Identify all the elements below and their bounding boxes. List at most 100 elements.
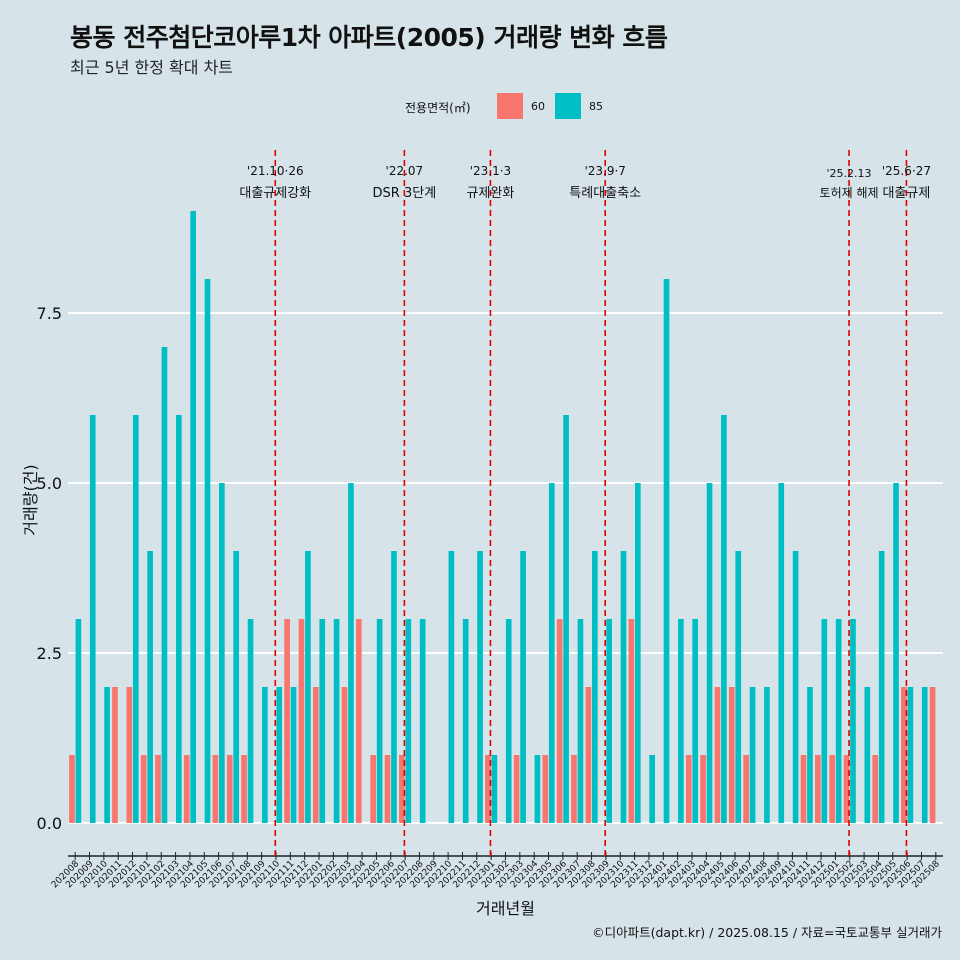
y-axis-title: 거래량(건) [21, 464, 40, 535]
bar-60-202301 [485, 755, 491, 823]
bar-60-202206 [384, 755, 391, 823]
bar-60-202101 [140, 755, 147, 823]
y-tick-label-0: 0.0 [37, 814, 62, 833]
event-date-202207: '22.07 [386, 164, 424, 178]
y-tick-label-1: 2.5 [37, 644, 62, 663]
bar-60-202205 [370, 755, 377, 823]
legend: 전용면적(㎡) 60 85 [0, 93, 960, 121]
bar-85-202205 [376, 619, 383, 823]
bar-60-202404 [700, 755, 706, 823]
bar-60-202102 [155, 755, 161, 823]
bar-85-202012 [132, 415, 139, 823]
event-date-202309: '23.9·7 [584, 164, 625, 178]
bar-85-202501 [835, 619, 842, 823]
bar-85-202207 [405, 619, 412, 823]
bar-60-202504 [872, 755, 879, 823]
bar-85-202201 [319, 619, 326, 823]
event-label-202301: 규제완화 [467, 186, 515, 201]
bar-85-202108 [247, 619, 254, 823]
bar-85-202212 [477, 551, 483, 823]
bar-85-202110 [276, 687, 283, 823]
bar-85-202203 [348, 483, 354, 823]
bar-60-202403 [685, 755, 692, 823]
bar-85-202410 [792, 551, 799, 823]
bar-85-202404 [706, 483, 713, 823]
bar-85-202507 [921, 687, 928, 823]
bar-60-202307 [571, 755, 577, 823]
bar-60-202104 [183, 755, 190, 823]
bar-85-202504 [878, 551, 885, 823]
bar-85-202502 [850, 619, 856, 823]
bar-85-202408 [764, 687, 770, 823]
bar-85-202111 [290, 687, 297, 823]
bar-60-202107 [226, 755, 233, 823]
event-label-202506: 대출규제 [883, 186, 931, 201]
bar-60-202303 [513, 755, 520, 823]
event-date-202301: '23.1·3 [470, 164, 511, 178]
bar-60-202506 [901, 687, 907, 823]
event-date-202110: '21.10·26 [247, 164, 304, 178]
legend-key-85 [555, 93, 581, 119]
bar-85-202206 [391, 551, 397, 823]
bar-85-202401 [663, 279, 670, 823]
bar-85-202303 [520, 551, 526, 823]
bar-85-202310 [620, 551, 627, 823]
bar-85-202405 [721, 415, 727, 823]
event-date-202502: '25.2.13 [827, 167, 872, 180]
bar-60-202012 [126, 687, 133, 823]
bar-85-202109 [262, 687, 268, 823]
bar-85-202301 [491, 755, 498, 823]
bar-85-202309 [606, 619, 612, 823]
bar-85-202105 [204, 279, 211, 823]
bar-60-202501 [829, 755, 836, 823]
bar-85-202104 [190, 211, 196, 823]
event-label-202110: 대출규제강화 [239, 186, 311, 201]
bar-60-202405 [714, 687, 721, 823]
bar-85-202308 [591, 551, 598, 823]
bar-85-202009 [89, 415, 96, 823]
bar-60-202204 [356, 619, 362, 823]
bar-85-202412 [821, 619, 828, 823]
bar-85-202102 [161, 347, 168, 823]
chart-title: 봉동 전주첨단코아루1차 아파트(2005) 거래량 변화 흐름 [70, 23, 668, 52]
bar-85-202304 [534, 755, 541, 823]
bar-85-202311 [634, 483, 641, 823]
bar-60-202308 [585, 687, 592, 823]
bar-85-202402 [678, 619, 684, 823]
bar-85-202112 [305, 551, 311, 823]
y-tick-label-3: 7.5 [37, 304, 62, 323]
bar-60-202502 [843, 755, 850, 823]
bar-85-202202 [333, 619, 340, 823]
bar-60-202411 [800, 755, 807, 823]
legend-label-85: 85 [589, 100, 603, 113]
bar-60-202203 [341, 687, 348, 823]
legend-label-60: 60 [531, 100, 545, 113]
bar-60-202008 [69, 755, 75, 823]
bar-85-202503 [864, 687, 871, 823]
bar-85-202506 [907, 687, 914, 823]
bar-85-202312 [649, 755, 655, 823]
chart-subtitle: 최근 5년 한정 확대 차트 [70, 58, 234, 77]
bar-85-202208 [419, 619, 426, 823]
bar-60-202311 [628, 619, 635, 823]
bar-85-202305 [548, 483, 555, 823]
bar-60-202106 [212, 755, 219, 823]
bar-85-202101 [147, 551, 153, 823]
bar-60-202108 [241, 755, 247, 823]
bar-85-202403 [692, 619, 699, 823]
bar-85-202106 [219, 483, 225, 823]
legend-title: 전용면적(㎡) [405, 101, 471, 115]
bar-60-202412 [815, 755, 821, 823]
bar-85-202302 [505, 619, 512, 823]
bar-60-202201 [312, 687, 319, 823]
bar-60-202305 [542, 755, 549, 823]
legend-key-60 [497, 93, 523, 119]
bar-60-202207 [399, 755, 405, 823]
bar-85-202409 [778, 483, 785, 823]
bar-60-202112 [298, 619, 305, 823]
bar-85-202406 [735, 551, 742, 823]
event-label-202207: DSR 3단계 [373, 186, 437, 201]
bar-85-202411 [807, 687, 813, 823]
bar-85-202307 [577, 619, 584, 823]
bar-85-202010 [104, 687, 110, 823]
